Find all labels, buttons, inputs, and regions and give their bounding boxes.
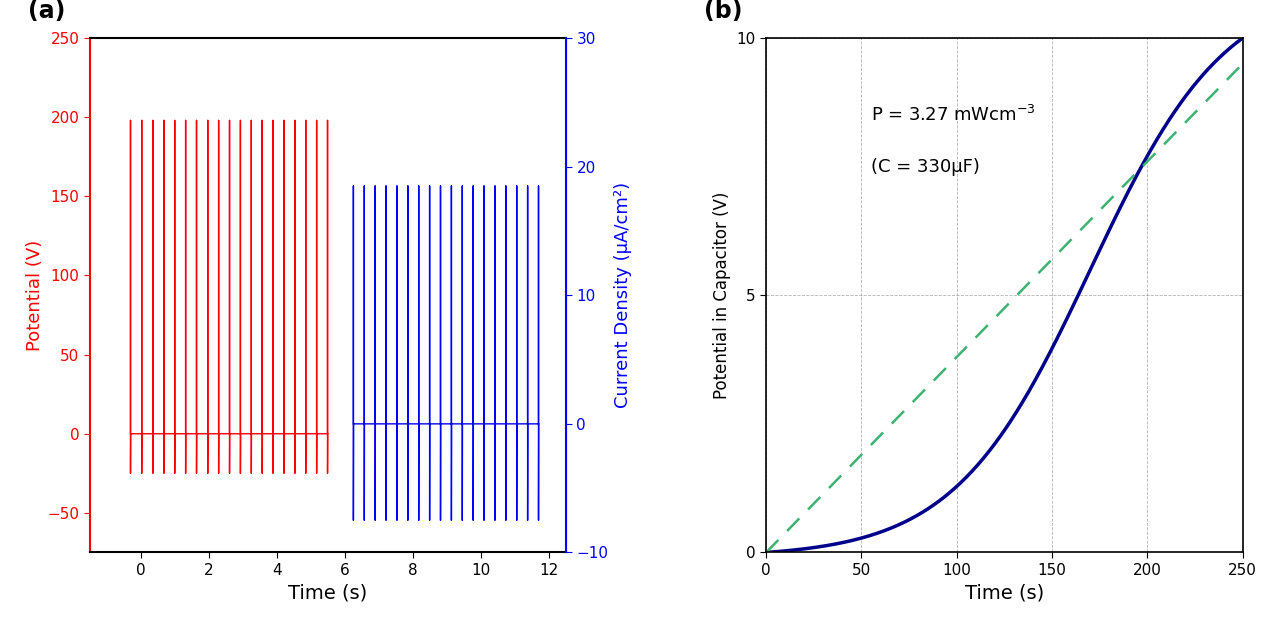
Text: P = 3.27 mWcm$^{-3}$: P = 3.27 mWcm$^{-3}$ — [871, 105, 1035, 125]
Y-axis label: Potential in Capacitor (V): Potential in Capacitor (V) — [714, 192, 731, 399]
X-axis label: Time (s): Time (s) — [288, 584, 368, 603]
Text: (C = 330μF): (C = 330μF) — [871, 157, 980, 176]
X-axis label: Time (s): Time (s) — [965, 584, 1044, 603]
Text: (b): (b) — [705, 0, 743, 23]
Y-axis label: Potential (V): Potential (V) — [27, 239, 45, 351]
Y-axis label: Current Density (μA/cm²): Current Density (μA/cm²) — [614, 182, 632, 408]
Text: (a): (a) — [28, 0, 65, 23]
